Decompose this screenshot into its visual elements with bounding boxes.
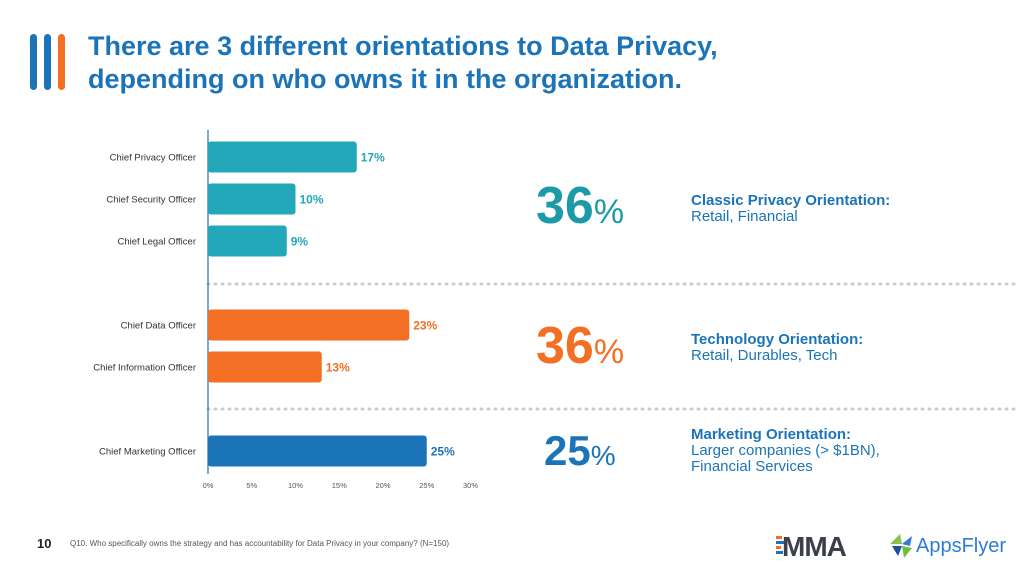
stat-percent-sign: % xyxy=(593,333,625,371)
stat-classic-privacy: 36% xyxy=(536,180,624,238)
bar-4 xyxy=(208,351,322,383)
title-line-1: There are 3 different orientations to Da… xyxy=(88,31,718,61)
page-title: There are 3 different orientations to Da… xyxy=(88,30,988,96)
appsflyer-logo: AppsFlyer xyxy=(888,530,1006,562)
x-tick-label-5: 25% xyxy=(419,481,434,490)
stat-technology: 36% xyxy=(536,320,624,378)
stat-marketing: 25% xyxy=(544,430,616,477)
page-number: 10 xyxy=(37,536,52,551)
stat-percent-sign: % xyxy=(593,193,625,231)
value-label-1: 10% xyxy=(300,193,324,207)
value-label-0: 17% xyxy=(361,151,385,165)
mma-logo-text: MMA xyxy=(782,531,847,562)
value-label-5: 25% xyxy=(431,445,455,459)
appsflyer-wings-icon xyxy=(890,534,912,558)
orientation-heading: Technology Orientation: xyxy=(691,331,864,348)
orientation-heading: Marketing Orientation: xyxy=(691,426,852,443)
orientation-detail: Larger companies (> $1BN), xyxy=(691,442,880,459)
bar-1 xyxy=(208,183,296,215)
orientation-technology: Technology Orientation: Retail, Durables… xyxy=(691,332,991,364)
value-label-2: 9% xyxy=(291,235,309,249)
bar-5 xyxy=(208,435,427,467)
bar-0 xyxy=(208,141,357,173)
appsflyer-logo-text: AppsFlyer xyxy=(916,535,1007,557)
bar-2 xyxy=(208,225,287,257)
x-tick-label-6: 30% xyxy=(463,481,478,490)
orientation-marketing: Marketing Orientation: Larger companies … xyxy=(691,427,991,475)
x-tick-label-1: 5% xyxy=(246,481,257,490)
orientation-classic-privacy: Classic Privacy Orientation: Retail, Fin… xyxy=(691,193,991,225)
value-label-4: 13% xyxy=(326,361,350,375)
category-label-5: Chief Marketing Officer xyxy=(99,447,196,458)
stat-value: 36 xyxy=(536,317,594,375)
orientation-heading: Classic Privacy Orientation: xyxy=(691,192,891,209)
category-label-1: Chief Security Officer xyxy=(106,195,196,206)
x-tick-label-3: 15% xyxy=(332,481,347,490)
category-label-4: Chief Information Officer xyxy=(93,363,196,374)
stat-value: 36 xyxy=(536,177,594,235)
stat-value: 25 xyxy=(544,427,591,474)
category-label-2: Chief Legal Officer xyxy=(117,237,196,248)
mma-logo: MMA xyxy=(776,532,866,562)
x-tick-label-0: 0% xyxy=(203,481,214,490)
bar-3 xyxy=(208,309,410,341)
value-label-3: 23% xyxy=(413,319,437,333)
title-accent-bars xyxy=(30,34,70,90)
x-tick-label-4: 20% xyxy=(375,481,390,490)
stat-percent-sign: % xyxy=(590,440,616,471)
orientation-detail: Retail, Financial xyxy=(691,208,798,225)
category-label-3: Chief Data Officer xyxy=(121,321,196,332)
orientation-detail: Retail, Durables, Tech xyxy=(691,347,838,364)
orientation-detail-2: Financial Services xyxy=(691,458,813,475)
x-tick-label-2: 10% xyxy=(288,481,303,490)
category-label-0: Chief Privacy Officer xyxy=(110,153,196,164)
title-line-2: depending on who owns it in the organiza… xyxy=(88,64,682,94)
mma-logo-stripes-icon xyxy=(776,536,784,558)
footnote: Q10. Who specifically owns the strategy … xyxy=(70,539,450,548)
